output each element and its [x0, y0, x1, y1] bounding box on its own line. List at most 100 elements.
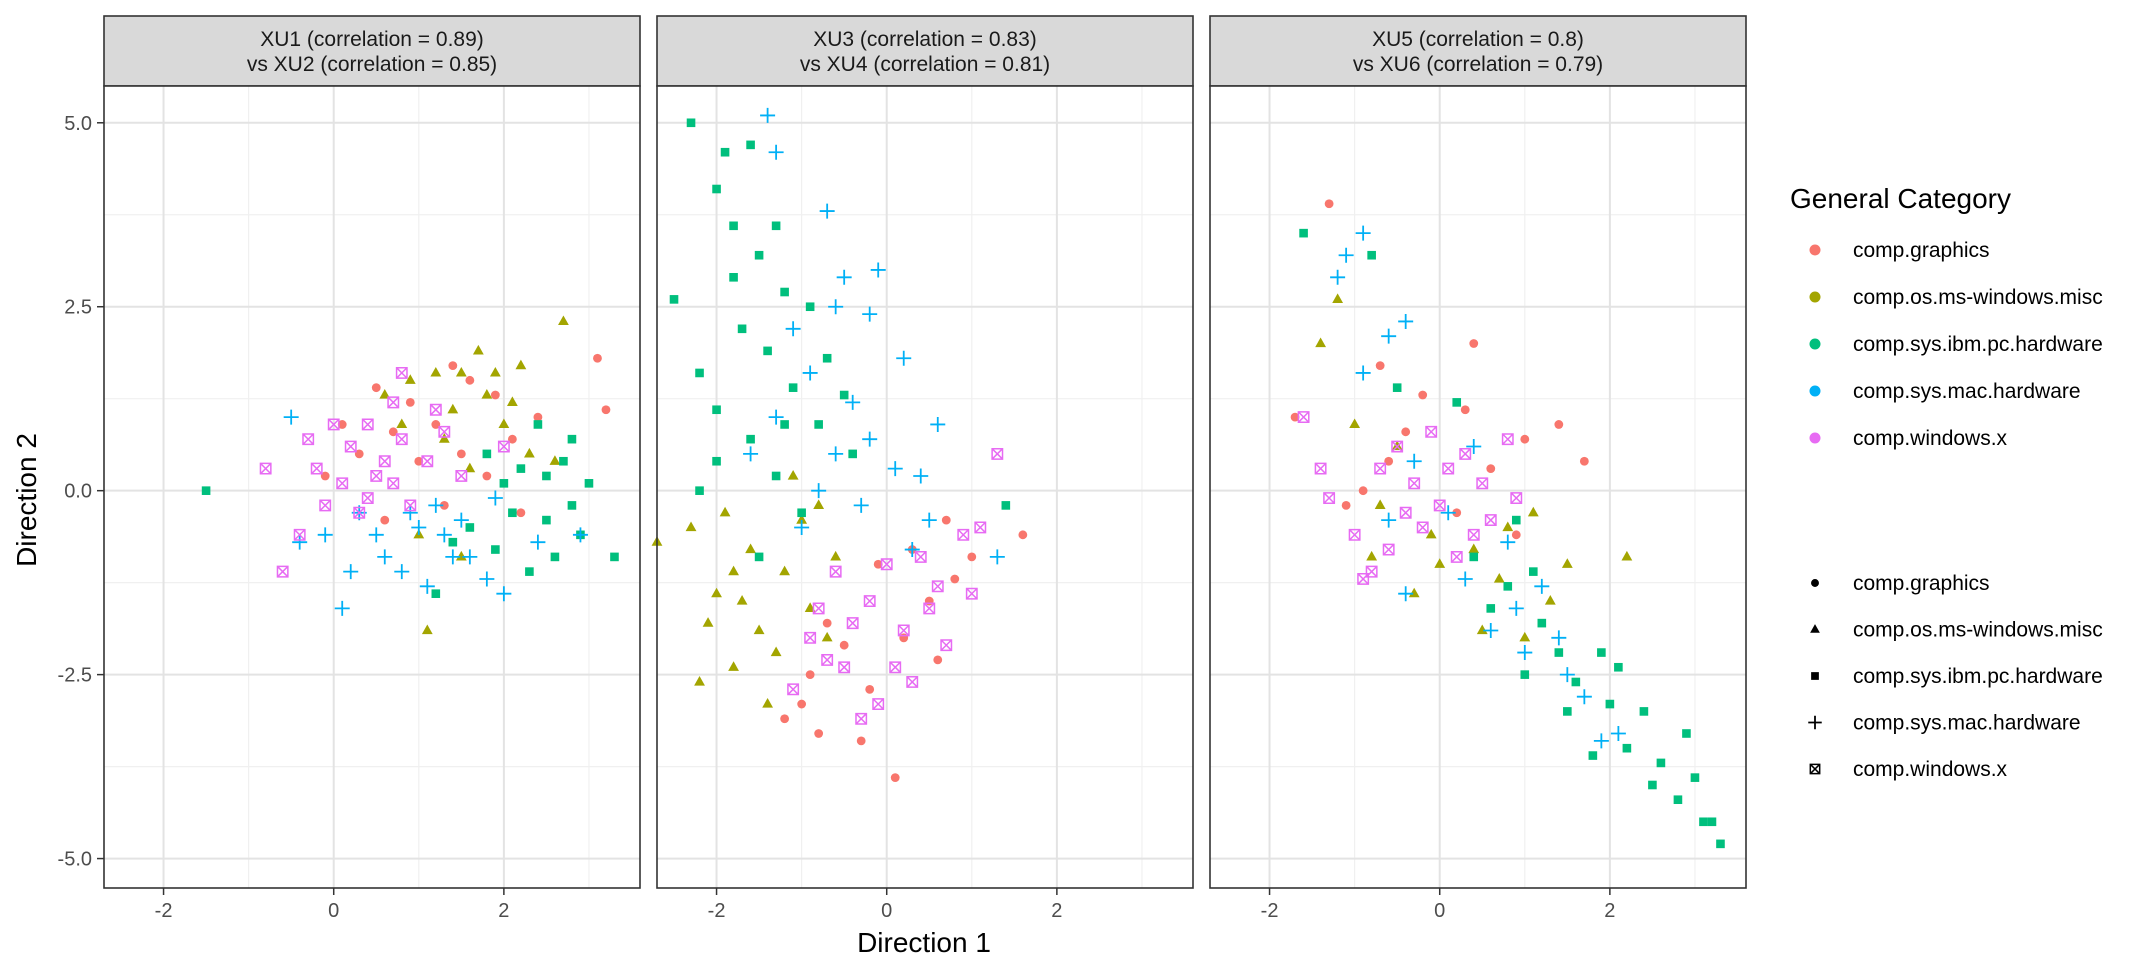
data-point [1621, 550, 1633, 561]
data-point [921, 512, 937, 528]
data-point [542, 515, 551, 525]
data-point [839, 390, 849, 400]
data-point [430, 366, 442, 377]
data-point [558, 315, 569, 326]
data-point [788, 383, 798, 392]
data-point [489, 366, 501, 377]
data-point [1399, 506, 1412, 519]
legend-label: comp.windows.x [1853, 427, 2008, 450]
data-point [1358, 486, 1368, 496]
data-point [1418, 390, 1428, 400]
data-point [448, 537, 458, 547]
data-point [361, 418, 374, 431]
strip-label-line1: XU3 (correlation = 0.83) [813, 28, 1037, 51]
data-point [1610, 725, 1626, 741]
data-point [447, 403, 459, 414]
legend-key [1809, 244, 1821, 256]
data-point [292, 534, 308, 550]
series-comp-sys-ibm-pc-hardware [669, 118, 1011, 562]
x-tick-label: -2 [708, 900, 726, 922]
panel-border [656, 85, 1194, 889]
series-comp-sys-mac-hardware [1330, 225, 1626, 749]
data-point [856, 736, 866, 746]
data-point [445, 549, 461, 565]
data-point [845, 394, 861, 410]
data-point [387, 396, 400, 409]
data-point [464, 462, 476, 473]
data-point [1520, 670, 1530, 679]
data-point [462, 549, 478, 565]
data-point [1510, 492, 1523, 504]
data-point [1529, 567, 1538, 576]
data-point [712, 405, 721, 415]
data-point [1452, 508, 1462, 518]
data-point [1401, 427, 1411, 437]
data-point [853, 497, 869, 513]
data-point [395, 367, 408, 379]
data-point [1476, 477, 1489, 490]
data-point [865, 684, 875, 694]
color-legend-item: comp.sys.mac.hardware [1809, 380, 2081, 403]
data-point [746, 434, 755, 444]
data-point [379, 389, 391, 399]
data-point [448, 361, 458, 370]
data-point [496, 586, 512, 602]
legend-title: General Category [1790, 183, 2011, 214]
data-point [728, 565, 739, 576]
data-point [319, 499, 332, 512]
data-point [1508, 600, 1524, 616]
data-point [343, 564, 359, 580]
data-point [768, 144, 784, 160]
data-points [1290, 199, 1725, 849]
y-tick-label: -2.5 [58, 665, 92, 687]
data-point [1433, 499, 1446, 512]
data-point [1571, 677, 1581, 687]
data-point [1622, 743, 1632, 753]
data-point [354, 449, 364, 459]
data-point [533, 420, 543, 429]
data-point [487, 490, 503, 506]
data-point [991, 447, 1004, 460]
data-point [685, 521, 697, 532]
data-point [380, 515, 390, 525]
data-point [1500, 534, 1516, 550]
data-point [506, 396, 518, 406]
data-point [753, 624, 765, 635]
data-point [1338, 247, 1354, 263]
data-point [1469, 339, 1479, 348]
data-point [694, 675, 705, 686]
data-point [499, 479, 509, 488]
data-point [941, 515, 951, 525]
data-point [780, 420, 789, 429]
data-point [931, 580, 944, 593]
data-point [729, 273, 738, 282]
data-point [516, 464, 526, 473]
data-point [1486, 604, 1496, 613]
shape-legend-item: comp.windows.x [1809, 758, 2008, 781]
panel-2: XU3 (correlation = 0.83)vs XU4 (correlat… [651, 15, 1194, 922]
data-point [353, 506, 366, 519]
legend-key [1809, 338, 1821, 350]
data-point [515, 359, 527, 370]
x-tick-label: 2 [1051, 900, 1062, 922]
data-point [337, 420, 347, 429]
data-point [1299, 228, 1308, 238]
data-point [201, 486, 211, 495]
data-point [436, 527, 452, 543]
data-point [411, 519, 427, 535]
data-point [1384, 456, 1394, 466]
legend-label: comp.sys.mac.hardware [1853, 380, 2081, 403]
data-point [712, 184, 721, 194]
data-point [1382, 543, 1395, 556]
data-point [472, 344, 484, 355]
data-point [1315, 337, 1327, 348]
data-point [1501, 433, 1514, 446]
data-point [899, 633, 909, 643]
x-tick-label: -2 [155, 900, 173, 922]
strip-background [1209, 15, 1747, 87]
series-comp-os-ms-windows-misc [379, 315, 569, 635]
data-point [405, 397, 415, 407]
data-point [431, 420, 441, 429]
legend-label: comp.windows.x [1853, 758, 2008, 781]
data-point [1483, 622, 1499, 638]
